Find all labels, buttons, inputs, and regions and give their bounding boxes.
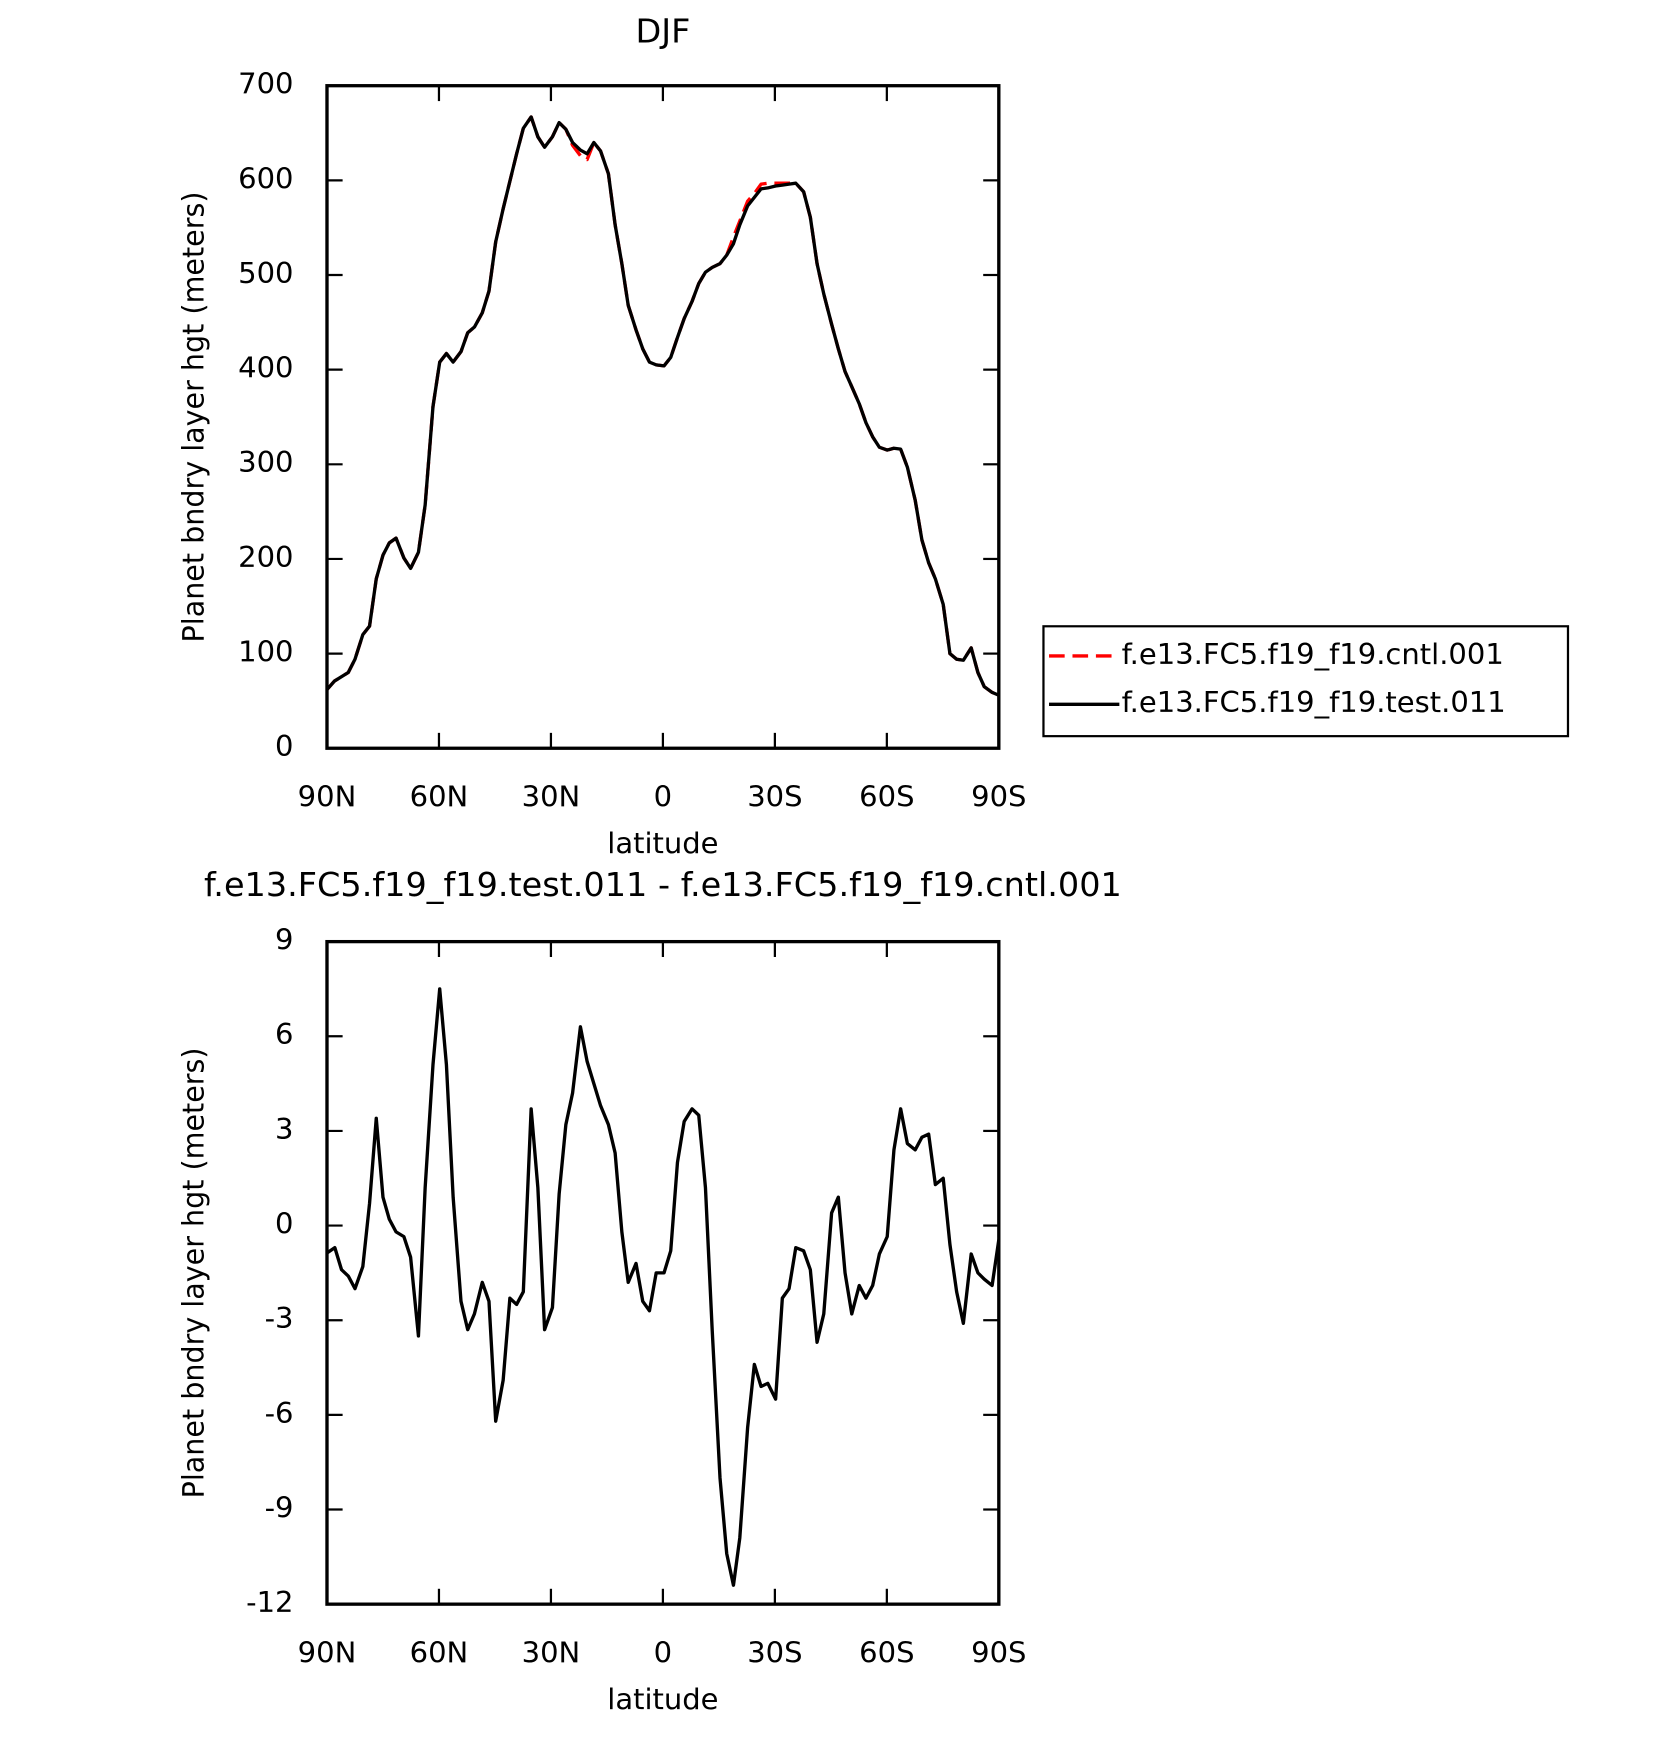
y-tick-label: -6 <box>265 1396 294 1430</box>
y-tick-label: 400 <box>238 351 293 385</box>
chart-title: f.e13.FC5.f19_f19.test.011 - f.e13.FC5.f… <box>204 865 1122 904</box>
y-tick-label: 6 <box>275 1017 293 1051</box>
y-tick-label: -3 <box>265 1301 294 1335</box>
legend-label: f.e13.FC5.f19_f19.cntl.001 <box>1122 637 1504 671</box>
x-tick-label: 90S <box>971 1636 1026 1670</box>
y-tick-label: 200 <box>238 540 293 574</box>
y-tick-label: -9 <box>265 1491 294 1525</box>
x-tick-label: 60N <box>410 1636 469 1670</box>
x-tick-label: 60S <box>859 1636 914 1670</box>
plot-frame <box>325 84 1001 750</box>
x-tick-label: 90N <box>298 780 357 814</box>
y-tick-label: 500 <box>238 256 293 290</box>
legend-box <box>1042 625 1570 738</box>
x-tick-label: 30S <box>747 780 802 814</box>
y-axis-label: Planet bndry layer hgt (meters) <box>176 192 210 643</box>
y-tick-label: 0 <box>275 1207 293 1241</box>
data-line <box>325 115 1000 697</box>
panel: DJF 0 100 200 300 400 500 600 700 90N 60N 30N 0 30S 60… <box>176 12 1570 860</box>
x-tick-label: 30S <box>747 1636 802 1670</box>
x-tick-label: 0 <box>654 1636 672 1670</box>
y-tick-label: -12 <box>246 1585 293 1619</box>
y-tick-label: 0 <box>275 729 293 763</box>
x-tick-label: 60N <box>410 780 469 814</box>
y-axis-label: Planet bndry layer hgt (meters) <box>176 1047 210 1498</box>
y-tick-label: 300 <box>238 445 293 479</box>
x-axis-label: latitude <box>607 826 718 860</box>
chart-title: DJF <box>635 12 690 51</box>
x-tick-label: 60S <box>859 780 914 814</box>
x-axis-label: latitude <box>607 1682 718 1716</box>
data-line <box>326 987 1001 1587</box>
y-tick-label: 700 <box>238 67 293 101</box>
x-tick-label: 90N <box>298 1636 357 1670</box>
y-tick-label: 9 <box>275 923 293 957</box>
y-tick-label: 600 <box>238 161 293 195</box>
x-tick-label: 30N <box>522 1636 581 1670</box>
x-tick-label: 0 <box>654 780 672 814</box>
legend-label: f.e13.FC5.f19_f19.test.011 <box>1122 685 1506 719</box>
panel: f.e13.FC5.f19_f19.test.011 - f.e13.FC5.f… <box>176 865 1122 1715</box>
x-tick-label: 30N <box>522 780 581 814</box>
legend: f.e13.FC5.f19_f19.cntl.001 f.e13.FC5.f19_… <box>1042 625 1570 738</box>
plot-frame <box>325 939 1001 1606</box>
y-tick-label: 3 <box>275 1112 293 1146</box>
x-tick-label: 90S <box>971 780 1026 814</box>
y-tick-label: 100 <box>238 635 293 669</box>
data-line <box>325 115 1000 697</box>
